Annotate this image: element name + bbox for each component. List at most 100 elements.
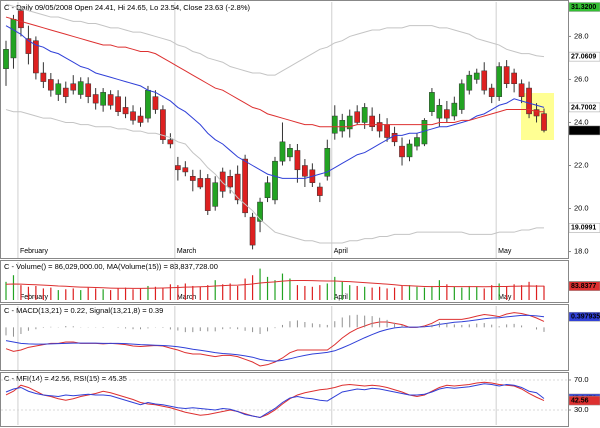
volume-bar bbox=[42, 288, 44, 300]
candle-body bbox=[346, 115, 353, 130]
candle-body bbox=[92, 94, 99, 104]
candle-body bbox=[496, 66, 503, 97]
candle-body bbox=[369, 115, 375, 128]
candle-body bbox=[182, 167, 189, 173]
y-tick-label: 20.0 bbox=[574, 204, 589, 213]
candle-body bbox=[10, 18, 17, 59]
value-marker bbox=[568, 311, 600, 322]
volume-bar bbox=[162, 287, 164, 300]
highlight-box bbox=[521, 93, 554, 140]
volume-bar bbox=[319, 285, 321, 300]
value-marker-label: 23.63 bbox=[571, 127, 589, 134]
volume-bar bbox=[371, 287, 373, 300]
volume-bar bbox=[199, 286, 201, 300]
candle-body bbox=[399, 145, 405, 158]
candle-body bbox=[18, 10, 24, 29]
candle-body bbox=[376, 122, 383, 132]
candle-body bbox=[152, 96, 159, 110]
volume-bar bbox=[416, 286, 418, 300]
volume-bar bbox=[177, 285, 179, 300]
volume-bar bbox=[535, 285, 538, 300]
volume-bar bbox=[498, 283, 500, 300]
volume-bar bbox=[214, 280, 216, 300]
indicator-line bbox=[5, 3, 545, 76]
mfi-panel-frame bbox=[0, 372, 569, 427]
candle-body bbox=[100, 92, 106, 106]
indicator-line bbox=[5, 314, 545, 362]
candle-body bbox=[264, 182, 271, 199]
volume-bar bbox=[438, 280, 440, 300]
panel-title: C - MFI(14) = 42.56, RSI(15) = 45.35 bbox=[4, 374, 127, 383]
volume-bar bbox=[401, 285, 403, 300]
volume-bar bbox=[35, 285, 37, 300]
x-tick-label: April bbox=[334, 294, 348, 301]
volume-bar bbox=[251, 275, 254, 300]
volume-bar bbox=[87, 287, 89, 300]
candle-body bbox=[384, 124, 390, 138]
candle-body bbox=[466, 74, 473, 91]
value-marker-label: 83.8377 bbox=[571, 283, 596, 290]
macd-panel-frame bbox=[0, 304, 569, 371]
y-tick-label: 26.0 bbox=[574, 74, 589, 83]
candle-body bbox=[122, 107, 129, 115]
volume-bar bbox=[222, 284, 224, 300]
candle-body bbox=[85, 83, 92, 97]
candle-body bbox=[287, 148, 293, 158]
indicator-line bbox=[5, 25, 545, 179]
candle-body bbox=[421, 120, 428, 145]
x-tick-label: May bbox=[498, 248, 512, 255]
y-tick-label: 24.0 bbox=[574, 117, 589, 126]
volume-bar bbox=[393, 287, 396, 300]
volume-bar bbox=[483, 288, 485, 300]
value-marker bbox=[568, 2, 600, 12]
volume-bar bbox=[296, 285, 299, 300]
volume-bar bbox=[102, 289, 104, 300]
x-tick-label: February bbox=[20, 248, 49, 255]
indicator-line bbox=[5, 381, 545, 419]
candle-body bbox=[227, 176, 234, 188]
candle-body bbox=[279, 141, 286, 162]
candle-body bbox=[175, 165, 181, 171]
candle-body bbox=[107, 94, 114, 106]
volume-bar bbox=[192, 285, 194, 300]
candle-body bbox=[204, 178, 211, 211]
value-marker bbox=[568, 395, 600, 406]
candle-body bbox=[316, 186, 323, 196]
volume-bar bbox=[491, 285, 493, 300]
candle-body bbox=[40, 72, 47, 82]
value-marker-label: 27.0609 bbox=[571, 53, 596, 60]
candle-body bbox=[145, 89, 151, 119]
volume-bar bbox=[65, 289, 67, 300]
candle-body bbox=[137, 115, 144, 123]
value-marker-label: 31.3200 bbox=[571, 4, 596, 11]
candle-body bbox=[55, 83, 62, 95]
candle-body bbox=[272, 160, 278, 201]
volume-bar bbox=[110, 290, 112, 300]
candle-body bbox=[167, 139, 174, 145]
volume-bar bbox=[431, 285, 433, 300]
candle-body bbox=[257, 201, 263, 222]
value-marker bbox=[568, 51, 600, 62]
candle-body bbox=[77, 81, 84, 95]
candle-body bbox=[354, 111, 361, 123]
indicator-line bbox=[5, 280, 545, 289]
x-tick-label: May bbox=[498, 294, 512, 301]
candle-body bbox=[3, 49, 9, 69]
volume-bar bbox=[20, 285, 22, 300]
volume-bar bbox=[379, 286, 381, 300]
volume-bar bbox=[446, 284, 448, 300]
candle-body bbox=[406, 143, 413, 158]
volume-bar bbox=[304, 285, 306, 300]
volume-bar bbox=[27, 286, 30, 300]
volume-bar bbox=[386, 288, 388, 300]
candle-body bbox=[331, 115, 338, 134]
candle-body bbox=[429, 92, 435, 112]
volume-bar bbox=[468, 285, 470, 300]
volume-bar bbox=[5, 281, 7, 300]
candle-body bbox=[324, 148, 331, 177]
candle-body bbox=[503, 66, 510, 84]
candle-body bbox=[526, 87, 532, 115]
candle-body bbox=[234, 173, 241, 201]
